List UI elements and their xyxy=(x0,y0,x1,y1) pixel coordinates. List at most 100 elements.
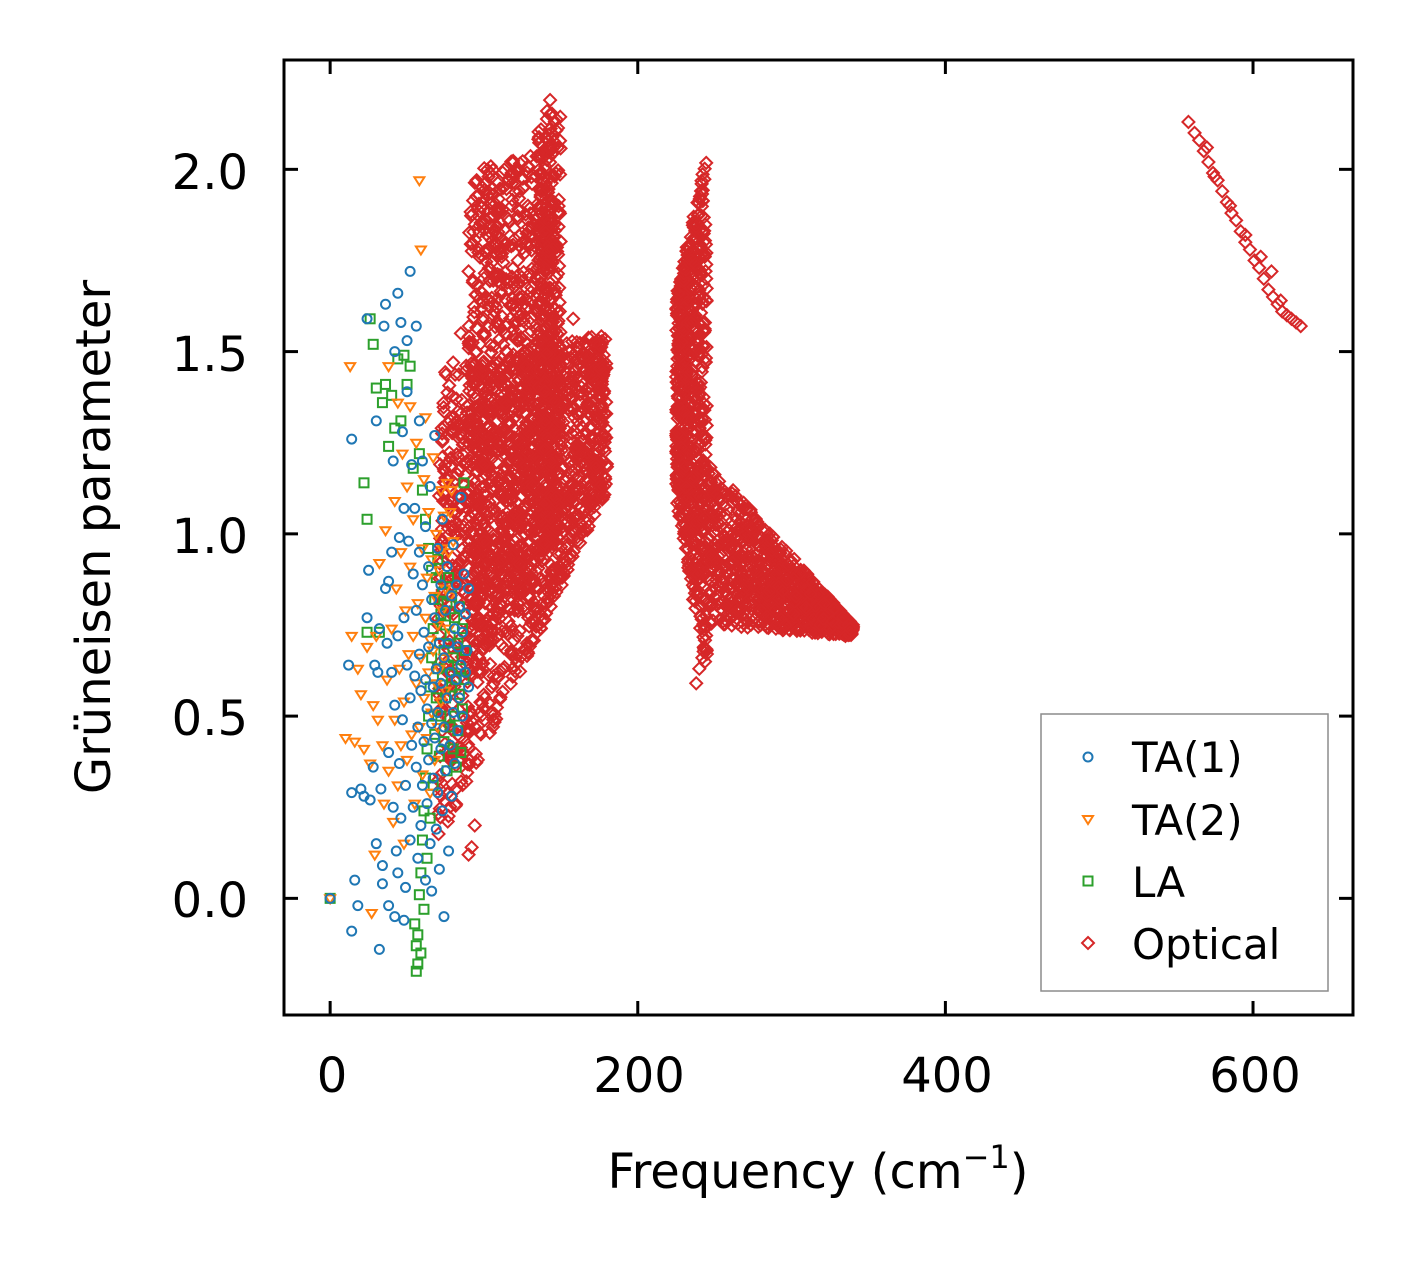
data-point xyxy=(695,182,711,198)
data-point xyxy=(691,412,707,428)
data-point xyxy=(812,581,827,597)
data-point xyxy=(539,596,555,612)
data-point xyxy=(774,583,790,599)
data-point xyxy=(578,348,594,364)
data-point xyxy=(475,479,491,495)
data-point xyxy=(463,518,479,534)
data-point xyxy=(468,399,484,414)
data-point xyxy=(481,667,497,683)
data-point xyxy=(417,475,431,487)
data-point xyxy=(467,356,483,372)
data-point xyxy=(586,393,602,408)
data-point xyxy=(504,176,520,191)
data-point xyxy=(445,416,461,432)
data-point xyxy=(544,146,560,162)
data-point xyxy=(524,616,540,632)
data-point xyxy=(363,564,375,576)
data-point xyxy=(409,670,421,682)
y-tick-label-0.0: 0.0 xyxy=(172,873,248,929)
data-point xyxy=(578,473,593,489)
data-point xyxy=(463,583,475,595)
data-point xyxy=(1293,318,1309,334)
data-point xyxy=(465,430,481,446)
data-point xyxy=(453,325,469,341)
data-point xyxy=(489,509,505,525)
data-point xyxy=(537,442,553,457)
data-point xyxy=(814,608,829,624)
data-point xyxy=(406,631,421,643)
data-point xyxy=(456,703,468,715)
data-point xyxy=(426,593,438,605)
data-point xyxy=(502,311,518,327)
ta1-points xyxy=(324,265,475,955)
data-point xyxy=(421,798,433,810)
data-point xyxy=(515,180,531,196)
data-point xyxy=(521,588,537,604)
data-point xyxy=(472,627,488,643)
data-point xyxy=(696,629,711,645)
data-point xyxy=(449,757,461,769)
data-point xyxy=(450,674,462,686)
data-point xyxy=(489,531,505,547)
data-point xyxy=(513,329,529,345)
data-point xyxy=(694,360,710,375)
data-point xyxy=(434,697,448,709)
data-point xyxy=(546,133,562,149)
data-point xyxy=(552,206,568,221)
data-point xyxy=(489,455,505,470)
data-point xyxy=(449,612,461,624)
x-tick-label-600: 600 xyxy=(1209,1048,1301,1104)
data-point xyxy=(462,377,478,393)
data-point xyxy=(492,405,508,421)
data-point xyxy=(471,398,487,414)
data-point xyxy=(485,375,501,390)
data-point xyxy=(446,537,460,549)
data-point xyxy=(503,645,519,661)
data-point xyxy=(702,459,718,475)
data-point xyxy=(680,551,696,567)
data-point xyxy=(448,798,464,814)
data-point xyxy=(394,741,408,753)
data-point xyxy=(516,313,531,329)
data-point xyxy=(542,92,558,108)
data-point xyxy=(569,450,585,466)
data-point xyxy=(559,540,575,556)
data-point xyxy=(450,417,466,433)
data-point xyxy=(730,495,746,511)
data-point xyxy=(435,493,451,509)
data-point xyxy=(487,587,503,603)
data-point xyxy=(701,531,717,546)
data-point xyxy=(485,469,501,485)
plot-frame xyxy=(282,58,1355,1017)
data-point xyxy=(406,459,418,471)
data-point xyxy=(354,690,368,702)
data-point xyxy=(698,155,714,171)
data-point xyxy=(565,348,581,364)
data-point xyxy=(396,714,408,726)
data-point xyxy=(733,599,748,615)
data-point xyxy=(778,617,793,633)
data-point xyxy=(693,608,708,624)
data-point xyxy=(432,553,444,565)
legend-ta2-marker xyxy=(1081,815,1095,826)
data-point xyxy=(461,532,477,548)
data-point xyxy=(469,277,485,293)
data-point xyxy=(1181,114,1196,130)
data-point xyxy=(562,530,578,546)
data-point xyxy=(495,542,511,558)
data-point xyxy=(444,776,460,792)
data-point xyxy=(830,615,846,630)
data-point xyxy=(679,423,695,438)
data-point xyxy=(434,486,448,498)
data-point xyxy=(420,513,432,525)
data-point xyxy=(694,296,710,312)
data-point xyxy=(412,721,424,733)
data-point xyxy=(453,601,465,613)
data-point xyxy=(691,386,707,401)
data-point xyxy=(522,639,538,654)
data-point xyxy=(459,608,471,620)
data-point xyxy=(361,513,373,525)
data-point xyxy=(482,656,498,672)
data-point xyxy=(538,375,554,391)
